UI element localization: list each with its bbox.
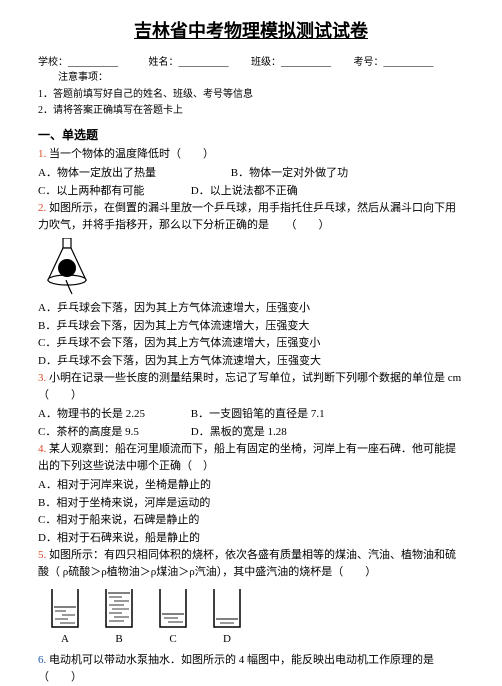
- q3-opt-d: D．黑板的宽是 1.28: [191, 424, 287, 441]
- question-5: 5. 如图所示：有四只相同体积的烧杯，依次各盛有质量相等的煤油、汽油、植物油和硫…: [38, 547, 464, 581]
- q3-opt-b: B．一支圆铅笔的直径是 7.1: [191, 406, 325, 423]
- q1-opt-b: B．物体一定对外做了功: [231, 165, 348, 182]
- q3-number: 3.: [38, 372, 46, 384]
- note-1: 1．答题前填写好自己的姓名、班级、考号等信息: [38, 87, 464, 102]
- q1-opt-a: A．物体一定放出了热量: [38, 165, 228, 182]
- cup-b-icon: [102, 587, 136, 629]
- q6-number: 6.: [38, 654, 46, 666]
- q4-opt-b: B．相对于坐椅来说，河岸是运动的: [38, 495, 464, 512]
- q1-options-row2: C．以上两种都有可能 D．以上说法都不正确: [38, 183, 464, 200]
- cup-d-icon: [210, 587, 244, 629]
- cups-figure: A B C D: [48, 587, 464, 648]
- cup-a-icon: [48, 587, 82, 629]
- q4-opt-a: A．相对于河岸来说，坐椅是静止的: [38, 477, 464, 494]
- cup-b-label: B: [102, 631, 136, 648]
- question-4: 4. 某人观察到：船在河里顺流而下，船上有固定的坐椅，河岸上有一座石碑．他可能提…: [38, 441, 464, 475]
- q5-stem: 如图所示：有四只相同体积的烧杯，依次各盛有质量相等的煤油、汽油、植物油和硫酸（ …: [38, 549, 456, 578]
- q3-options-row2: C．茶杯的高度是 9.5 D．黑板的宽是 1.28: [38, 424, 464, 441]
- cup-d-wrap: D: [210, 587, 244, 648]
- cup-d-label: D: [210, 631, 244, 648]
- q4-stem: 某人观察到：船在河里顺流而下，船上有固定的坐椅，河岸上有一座石碑．他可能提出的下…: [38, 443, 456, 472]
- q4-opt-c: C．相对于船来说，石碑是静止的: [38, 512, 464, 529]
- q2-number: 2.: [38, 202, 46, 214]
- question-2: 2. 如图所示，在倒置的漏斗里放一个乒乓球，用手指托住乒乓球，然后从漏斗口向下用…: [38, 200, 464, 234]
- q3-opt-a: A．物理书的长是 2.25: [38, 406, 188, 423]
- note-2: 2．请将答案正确填写在答题卡上: [38, 103, 464, 118]
- q4-opt-d: D．相对于石碑来说，船是静止的: [38, 530, 464, 547]
- q1-number: 1.: [38, 148, 46, 160]
- q2-opt-d: D．乒乓球不会下落，因为其上方气体流速增大，压强变大: [38, 353, 464, 370]
- q3-stem: 小明在记录一些长度的测量结果时，忘记了写单位，试判断下列哪个数据的单位是 cm（…: [38, 372, 461, 401]
- q4-number: 4.: [38, 443, 46, 455]
- funnel-figure: [42, 238, 464, 296]
- q6-stem: 电动机可以带动水泵抽水．如图所示的 4 幅图中，能反映出电动机工作原理的是（ ）: [38, 654, 434, 683]
- q3-options-row1: A．物理书的长是 2.25 B．一支圆铅笔的直径是 7.1: [38, 406, 464, 423]
- q3-opt-c: C．茶杯的高度是 9.5: [38, 424, 188, 441]
- class-field: 班级：__________: [251, 55, 331, 70]
- question-1: 1. 当一个物体的温度降低时（ ）: [38, 146, 464, 163]
- q1-opt-d: D．以上说法都不正确: [191, 183, 298, 200]
- q1-opt-c: C．以上两种都有可能: [38, 183, 188, 200]
- q1-options-row1: A．物体一定放出了热量 B．物体一定对外做了功: [38, 165, 464, 182]
- cup-b-wrap: B: [102, 587, 136, 648]
- cup-c-wrap: C: [156, 587, 190, 648]
- examno-field: 考号：__________: [354, 55, 434, 70]
- school-field: 学校：__________: [38, 55, 118, 70]
- notice-label: 注意事项：: [58, 70, 108, 85]
- page-title: 吉林省中考物理模拟测试试卷: [38, 18, 464, 45]
- q2-opt-c: C．乒乓球不会下落，因为其上方气体流速增大，压强变小: [38, 335, 464, 352]
- question-3: 3. 小明在记录一些长度的测量结果时，忘记了写单位，试判断下列哪个数据的单位是 …: [38, 370, 464, 404]
- name-field: 姓名：__________: [149, 55, 229, 70]
- q1-stem: 当一个物体的温度降低时（ ）: [46, 148, 214, 160]
- section-1-heading: 一、单选题: [38, 126, 464, 144]
- q5-number: 5.: [38, 549, 46, 561]
- exam-header: 学校：__________ 姓名：__________ 班级：_________…: [38, 55, 464, 85]
- cup-a-wrap: A: [48, 587, 82, 648]
- q2-opt-a: A．乒乓球会下落，因为其上方气体流速增大，压强变小: [38, 300, 464, 317]
- cup-c-label: C: [156, 631, 190, 648]
- q2-opt-b: B．乒乓球会下落，因为其上方气体流速增大，压强变大: [38, 318, 464, 335]
- cup-c-icon: [156, 587, 190, 629]
- cup-a-label: A: [48, 631, 82, 648]
- question-6: 6. 电动机可以带动水泵抽水．如图所示的 4 幅图中，能反映出电动机工作原理的是…: [38, 652, 464, 686]
- q2-stem: 如图所示，在倒置的漏斗里放一个乒乓球，用手指托住乒乓球，然后从漏斗口向下用力吹气…: [38, 202, 456, 231]
